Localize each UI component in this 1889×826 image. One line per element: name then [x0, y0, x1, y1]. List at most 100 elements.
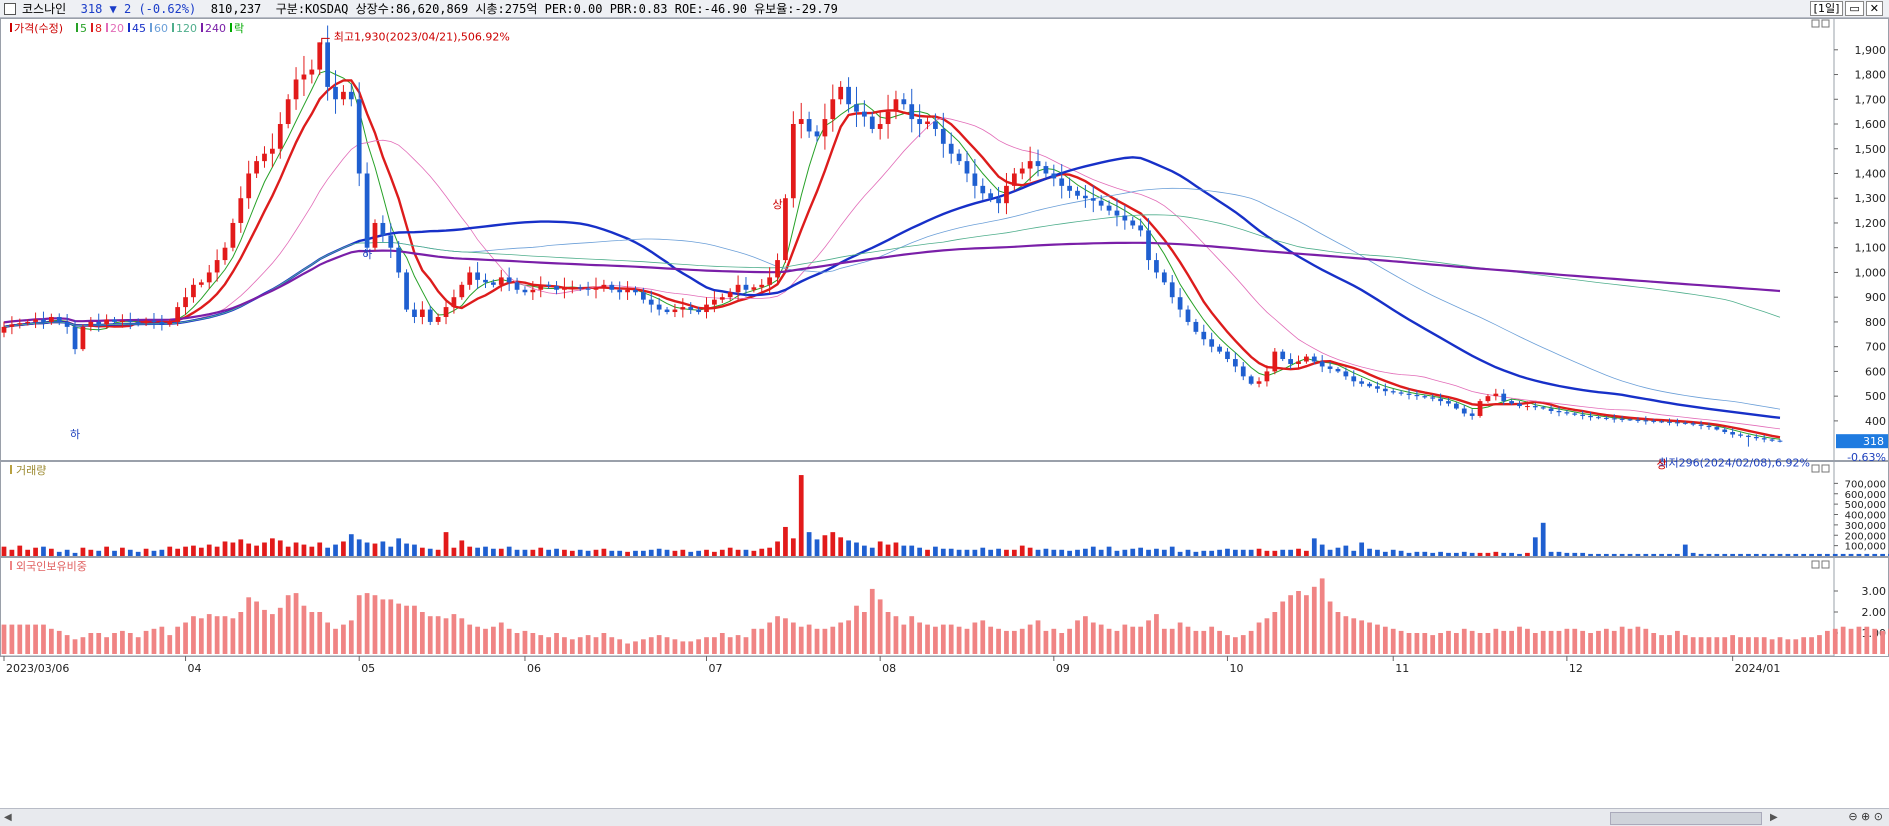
volume-bar [1722, 553, 1728, 556]
foreign-bar [459, 618, 465, 654]
scroll-left-icon[interactable]: ◀ [4, 812, 12, 823]
limit-marker-label: 하 [362, 247, 372, 261]
foreign-bar [1698, 637, 1704, 654]
foreign-bar [175, 626, 181, 654]
foreign-bar [917, 622, 922, 654]
volume-bar [1675, 553, 1680, 556]
candle-body [127, 320, 133, 322]
volume-bar [80, 547, 86, 556]
foreign-bar [135, 637, 141, 654]
volume-bar [1075, 549, 1080, 556]
candle-body [759, 284, 765, 288]
foreign-bar [404, 605, 409, 654]
volume-bar [617, 550, 623, 556]
x-tick-label: 11 [1395, 662, 1409, 675]
maximize-icon[interactable]: ▭ [1845, 1, 1864, 16]
candle-body [830, 99, 836, 120]
candle-body [1311, 356, 1317, 362]
volume-bar [562, 549, 567, 556]
chart-select-checkbox[interactable] [4, 3, 16, 15]
volume-bar [727, 547, 733, 556]
foreign-bar [1035, 620, 1041, 654]
volume-bar [735, 549, 741, 556]
candle-body [467, 272, 473, 285]
foreign-bar [680, 641, 686, 654]
zoom-controls-icon[interactable]: ⊖ ⊕ ⊙ [1848, 810, 1883, 823]
chart-scrollbar[interactable]: ◀ ▶ ⊖ ⊕ ⊙ [0, 808, 1889, 826]
foreign-bar [1627, 628, 1633, 654]
volume-bar [1367, 548, 1372, 556]
volume-bar [451, 547, 457, 556]
foreign-bar [1564, 628, 1570, 654]
volume-bar [341, 541, 346, 556]
candle-body [1154, 260, 1159, 273]
panel-close-icon-2 [1821, 560, 1830, 569]
volume-bar [956, 549, 962, 556]
close-icon[interactable]: ✕ [1865, 1, 1883, 16]
candle-body [380, 222, 386, 236]
volume-bar [814, 539, 820, 556]
foreign-bar [1880, 630, 1885, 654]
candle-body [198, 282, 204, 285]
candle-body [238, 198, 244, 223]
foreign-bar [1019, 628, 1025, 654]
candle-body [1603, 417, 1609, 419]
legend-swatch [10, 23, 12, 32]
candle-body [427, 309, 433, 322]
foreign-bar [806, 624, 812, 654]
foreign-bar [1801, 637, 1807, 654]
volume-bar [925, 549, 930, 556]
foreign-bar [688, 641, 694, 654]
candle-body [1414, 394, 1420, 397]
foreign-bar [104, 637, 109, 654]
candle-body [1643, 420, 1649, 422]
foreign-bar [798, 626, 804, 654]
period-button[interactable]: [1일] [1809, 1, 1844, 16]
candle-body [1240, 366, 1246, 377]
candle-body [88, 321, 94, 327]
volume-bar [522, 549, 528, 556]
candle-body [751, 287, 757, 290]
legend-label: 락 [234, 22, 244, 35]
volume-bar [1493, 551, 1499, 556]
foreign-bar [1217, 630, 1222, 654]
candle-body [1690, 423, 1696, 425]
candle-body [183, 297, 188, 308]
scroll-right-icon[interactable]: ▶ [1770, 812, 1778, 823]
foreign-bar [1706, 637, 1712, 654]
foreign-bar [80, 637, 86, 654]
foreign-bar [1240, 635, 1246, 654]
ma240-line [3, 241, 1781, 324]
volume-bar [1596, 553, 1601, 556]
volume-bar [1738, 553, 1743, 556]
candle-body [1406, 393, 1412, 395]
foreign-bar [285, 595, 291, 654]
scroll-thumb[interactable] [1610, 812, 1762, 825]
candle-body [522, 289, 528, 293]
volume-bar [1335, 547, 1341, 556]
volume-bar [1730, 553, 1736, 556]
foreign-bar [451, 614, 457, 654]
candle-body [1540, 407, 1546, 409]
foreign-bar [1098, 624, 1104, 654]
volume-bar [135, 551, 141, 556]
foreign-bar [1138, 626, 1144, 654]
foreign-bar [877, 599, 883, 654]
volume-bar [743, 549, 749, 556]
volume-bar [719, 549, 725, 556]
volume-bar [609, 550, 615, 556]
x-tick-label: 08 [882, 662, 896, 675]
volume-tick-label: 300,000 [1845, 521, 1886, 532]
candle-body [443, 307, 449, 317]
legend-swatch [230, 23, 232, 32]
stock-chart: 400 500 600 700 800 900 1,000 1,100 1,200 1,300 1,… [0, 18, 1889, 675]
foreign-bar [475, 626, 480, 654]
volume-bar [1382, 551, 1388, 556]
volume-bar [112, 550, 117, 556]
candle-body [56, 316, 62, 322]
volume-bar [183, 546, 188, 556]
candle-body [1698, 424, 1704, 426]
foreign-bar [1, 624, 7, 654]
volume-bar [1169, 546, 1175, 556]
candle-body [1248, 376, 1254, 384]
